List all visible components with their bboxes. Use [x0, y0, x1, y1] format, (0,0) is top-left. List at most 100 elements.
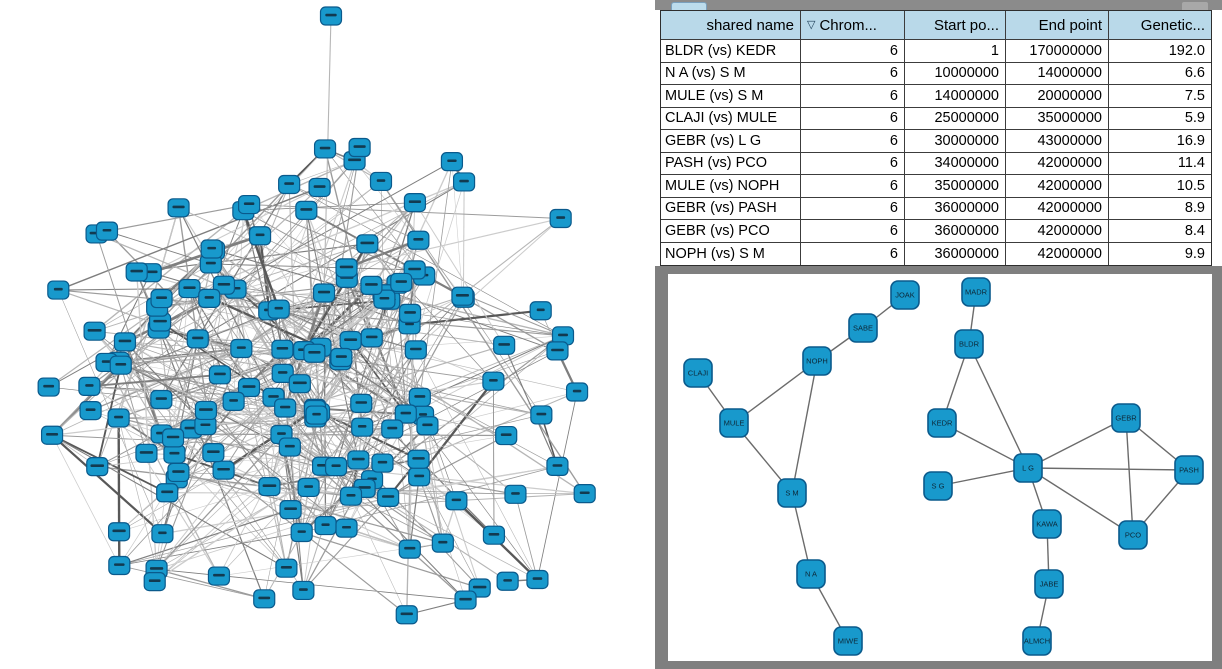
- network-node-s-m[interactable]: S M: [777, 478, 807, 508]
- network-node[interactable]: [107, 522, 131, 542]
- network-node[interactable]: [143, 571, 166, 592]
- network-node[interactable]: [565, 382, 589, 402]
- network-node[interactable]: [546, 341, 569, 361]
- network-node[interactable]: [339, 486, 363, 506]
- network-node[interactable]: [278, 437, 301, 457]
- network-node[interactable]: [237, 377, 261, 398]
- network-node[interactable]: [451, 286, 474, 306]
- network-node[interactable]: [238, 194, 261, 215]
- network-node[interactable]: [335, 258, 358, 278]
- network-node[interactable]: [404, 340, 427, 360]
- table-cell[interactable]: 10.5: [1176, 177, 1205, 194]
- table-cell[interactable]: 36000000: [905, 220, 1006, 242]
- table-cell[interactable]: 7.5: [1184, 87, 1205, 104]
- network-edge[interactable]: [937, 467, 1029, 487]
- table-row[interactable]: NOPH (vs) S M 6 36000000 42000000 9.9: [661, 242, 1211, 265]
- column-header-end-point[interactable]: End point: [1006, 11, 1109, 40]
- network-edge[interactable]: [1027, 467, 1190, 471]
- table-cell[interactable]: CLAJI (vs) MULE: [661, 107, 801, 129]
- network-node-pash[interactable]: PASH: [1174, 455, 1204, 485]
- table-cell[interactable]: MULE (vs) S M: [661, 85, 801, 107]
- network-node[interactable]: [167, 198, 190, 218]
- network-node[interactable]: [335, 518, 358, 538]
- table-cell[interactable]: NOPH (vs) S M: [661, 242, 801, 265]
- table-cell[interactable]: 35000000: [1006, 107, 1109, 129]
- network-node[interactable]: [253, 589, 276, 609]
- network-node[interactable]: [271, 339, 294, 359]
- network-node[interactable]: [407, 230, 430, 250]
- filtered-network-canvas[interactable]: CLAJI MULE NOPH SABE JOAK S M N A MIWE MADR BLDR K…: [668, 274, 1212, 661]
- network-node-jabe[interactable]: JABE: [1034, 569, 1064, 599]
- network-node[interactable]: [248, 226, 272, 246]
- network-node[interactable]: [37, 377, 60, 397]
- network-node[interactable]: [163, 444, 186, 464]
- table-cell[interactable]: 43000000: [1006, 130, 1109, 152]
- network-node[interactable]: [371, 453, 394, 473]
- network-node[interactable]: [295, 200, 318, 220]
- network-node[interactable]: [113, 332, 137, 352]
- network-node[interactable]: [212, 275, 236, 295]
- network-node[interactable]: [573, 484, 596, 504]
- network-node[interactable]: [440, 152, 464, 172]
- network-node[interactable]: [208, 365, 232, 385]
- table-cell[interactable]: 6: [801, 40, 905, 62]
- table-cell[interactable]: 42000000: [1006, 152, 1109, 174]
- table-cell[interactable]: 6: [801, 242, 905, 265]
- table-cell[interactable]: 35000000: [905, 175, 1006, 197]
- network-node[interactable]: [78, 376, 101, 396]
- network-node[interactable]: [194, 416, 217, 436]
- table-cell[interactable]: 20000000: [1006, 85, 1109, 107]
- table-cell[interactable]: 8.4: [1184, 222, 1205, 239]
- table-cell[interactable]: GEBR (vs) PASH: [661, 197, 801, 219]
- network-node[interactable]: [194, 400, 218, 421]
- table-cell[interactable]: 14000000: [905, 85, 1006, 107]
- network-node[interactable]: [312, 283, 336, 303]
- column-header-chrom-[interactable]: ▽ Chrom...: [801, 11, 905, 40]
- network-node[interactable]: [109, 355, 132, 375]
- table-cell[interactable]: 16.9: [1176, 132, 1205, 149]
- table-cell[interactable]: 14000000: [1006, 62, 1109, 84]
- network-node[interactable]: [373, 289, 396, 309]
- table-cell[interactable]: 36000000: [905, 197, 1006, 219]
- table-row[interactable]: GEBR (vs) PASH 6 36000000 42000000 8.9: [661, 197, 1211, 220]
- network-node[interactable]: [108, 555, 131, 576]
- network-node[interactable]: [324, 457, 348, 477]
- network-node[interactable]: [360, 275, 383, 295]
- network-node-miwe[interactable]: MIWE: [833, 626, 863, 656]
- full-network-canvas[interactable]: [0, 0, 652, 669]
- table-row[interactable]: GEBR (vs) L G 6 30000000 43000000 16.9: [661, 130, 1211, 153]
- network-node[interactable]: [202, 442, 225, 463]
- network-node[interactable]: [493, 335, 516, 355]
- table-cell[interactable]: 34000000: [905, 152, 1006, 174]
- table-cell[interactable]: 1: [905, 40, 1006, 62]
- filter-icon[interactable]: ▽: [807, 18, 816, 31]
- network-node[interactable]: [230, 338, 253, 359]
- network-node[interactable]: [200, 239, 223, 259]
- network-node[interactable]: [151, 524, 174, 544]
- column-header-genetic-[interactable]: Genetic...: [1109, 11, 1211, 40]
- network-node[interactable]: [107, 408, 130, 428]
- table-row[interactable]: MULE (vs) S M 6 14000000 20000000 7.5: [661, 85, 1211, 108]
- network-node[interactable]: [530, 405, 553, 425]
- table-row[interactable]: MULE (vs) NOPH 6 35000000 42000000 10.5: [661, 175, 1211, 198]
- network-node-sabe[interactable]: SABE: [848, 313, 878, 343]
- table-cell[interactable]: 6: [801, 152, 905, 174]
- table-cell[interactable]: 6: [801, 220, 905, 242]
- network-node[interactable]: [416, 416, 439, 436]
- network-node[interactable]: [339, 330, 362, 351]
- network-node[interactable]: [314, 515, 337, 536]
- network-node-n-a[interactable]: N A: [796, 559, 826, 589]
- full-network-view[interactable]: [0, 0, 652, 669]
- network-node[interactable]: [431, 533, 454, 553]
- table-cell[interactable]: 42000000: [1006, 242, 1109, 265]
- network-node[interactable]: [549, 208, 572, 229]
- column-header-start-po-[interactable]: Start po...: [905, 11, 1006, 40]
- network-node-claji[interactable]: CLAJI: [683, 358, 713, 388]
- table-row[interactable]: PASH (vs) PCO 6 34000000 42000000 11.4: [661, 152, 1211, 175]
- network-node[interactable]: [308, 177, 331, 198]
- network-node[interactable]: [394, 404, 417, 424]
- network-node[interactable]: [408, 467, 431, 487]
- table-row[interactable]: BLDR (vs) KEDR 6 1 170000000 192.0: [661, 40, 1211, 63]
- network-node[interactable]: [482, 371, 505, 391]
- table-cell[interactable]: 25000000: [905, 107, 1006, 129]
